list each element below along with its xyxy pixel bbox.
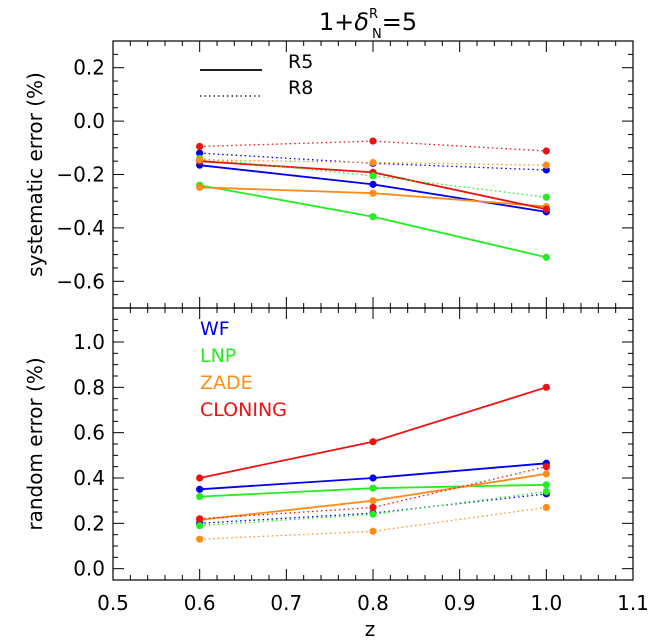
y-tick-label: 0.0 bbox=[73, 109, 105, 133]
data-point-lnp-r8 bbox=[542, 488, 550, 496]
x-tick-label: 1.0 bbox=[530, 591, 562, 615]
x-tick-label: 0.5 bbox=[97, 591, 129, 615]
series-line-cloning-r8 bbox=[199, 140, 547, 152]
data-point-lnp-r8 bbox=[369, 172, 377, 180]
y-axis-label: random error (%) bbox=[23, 357, 47, 530]
data-point-lnp-r5 bbox=[369, 213, 377, 221]
data-point-zade-r8 bbox=[542, 503, 550, 512]
title-prefix: 1+ bbox=[319, 8, 354, 36]
data-point-lnp-r5 bbox=[542, 253, 550, 261]
data-point-wf-r5 bbox=[369, 474, 377, 482]
y-axis-label: systematic error (%) bbox=[23, 72, 47, 277]
legend-label-lnp: LNP bbox=[200, 345, 236, 367]
systematic-error-panel: 0.2 0.0 −0.2 −0.4 −0.6 systematic error (%) bbox=[23, 40, 634, 309]
x-axis-label: z bbox=[365, 617, 376, 640]
y-tick-label: 0.4 bbox=[73, 466, 105, 490]
legend-label-wf: WF bbox=[200, 318, 230, 340]
x-tick-label: 1.1 bbox=[617, 591, 649, 615]
chart-title: 1+δR N=5 bbox=[319, 7, 417, 42]
y-tick-label: 0.6 bbox=[73, 421, 105, 445]
x-tick-label: 0.9 bbox=[444, 591, 476, 615]
x-tick-label: 0.8 bbox=[357, 591, 389, 615]
data-point-zade-r8 bbox=[369, 158, 377, 167]
data-point-cloning-r5 bbox=[369, 438, 377, 446]
data-point-wf-r5 bbox=[369, 180, 377, 188]
data-point-zade-r8 bbox=[369, 527, 377, 535]
title-superscript: R bbox=[369, 7, 378, 22]
data-point-zade-r5 bbox=[196, 183, 204, 191]
data-point-cloning-r5 bbox=[542, 383, 550, 391]
data-point-cloning-r8 bbox=[196, 515, 204, 523]
data-point-wf-r5 bbox=[196, 485, 204, 493]
data-point-zade-r5 bbox=[369, 497, 377, 505]
data-point-cloning-r8 bbox=[196, 142, 204, 151]
data-point-lnp-r8 bbox=[542, 193, 550, 201]
data-point-lnp-r5 bbox=[196, 492, 204, 501]
series-line-zade-r8 bbox=[199, 159, 547, 166]
title-symbol: δ bbox=[354, 8, 369, 36]
data-point-cloning-r5 bbox=[542, 205, 550, 213]
series-line-wf-r8 bbox=[199, 152, 547, 171]
y-tick-label: 0.8 bbox=[73, 375, 105, 399]
data-point-wf-r8 bbox=[196, 149, 204, 157]
title-suffix: =5 bbox=[382, 8, 417, 36]
title-subscript: N bbox=[372, 27, 382, 42]
data-point-cloning-r5 bbox=[196, 474, 204, 482]
data-point-cloning-r8 bbox=[542, 463, 550, 471]
data-point-lnp-r8 bbox=[369, 510, 377, 518]
data-point-lnp-r5 bbox=[542, 481, 550, 489]
x-tick-label: 0.7 bbox=[270, 591, 302, 615]
y-tick-label: −0.4 bbox=[56, 216, 105, 240]
data-point-cloning-r8 bbox=[369, 137, 377, 145]
y-tick-label: 0.2 bbox=[73, 56, 105, 80]
data-point-lnp-r5 bbox=[369, 484, 377, 492]
x-tick-label: 0.6 bbox=[184, 591, 216, 615]
y-tick-label: −0.2 bbox=[56, 163, 105, 187]
data-point-cloning-r8 bbox=[542, 147, 550, 155]
data-point-zade-r5 bbox=[542, 470, 550, 478]
legend-label-cloning: CLONING bbox=[200, 399, 287, 421]
color-legend: WF LNP ZADE CLONING bbox=[200, 318, 287, 421]
y-tick-label: 0.2 bbox=[73, 511, 105, 535]
data-point-lnp-r8 bbox=[196, 522, 204, 530]
random-error-panel: 0.0 0.2 0.4 0.6 0.8 1.0 0.5 0.6 0.7 0.8 0.9 1.0 1.1 r… bbox=[23, 307, 649, 615]
data-point-zade-r8 bbox=[542, 161, 550, 169]
legend-label-r8: R8 bbox=[288, 77, 313, 99]
data-point-zade-r8 bbox=[196, 535, 204, 543]
data-point-zade-r5 bbox=[369, 189, 377, 197]
y-tick-label: 1.0 bbox=[73, 330, 105, 354]
data-point-zade-r8 bbox=[196, 156, 204, 164]
y-tick-label: 0.0 bbox=[73, 557, 105, 581]
legend-label-zade: ZADE bbox=[200, 372, 253, 394]
data-point-cloning-r8 bbox=[369, 503, 377, 512]
legend-label-r5: R5 bbox=[288, 51, 313, 73]
y-tick-label: −0.6 bbox=[56, 269, 105, 293]
